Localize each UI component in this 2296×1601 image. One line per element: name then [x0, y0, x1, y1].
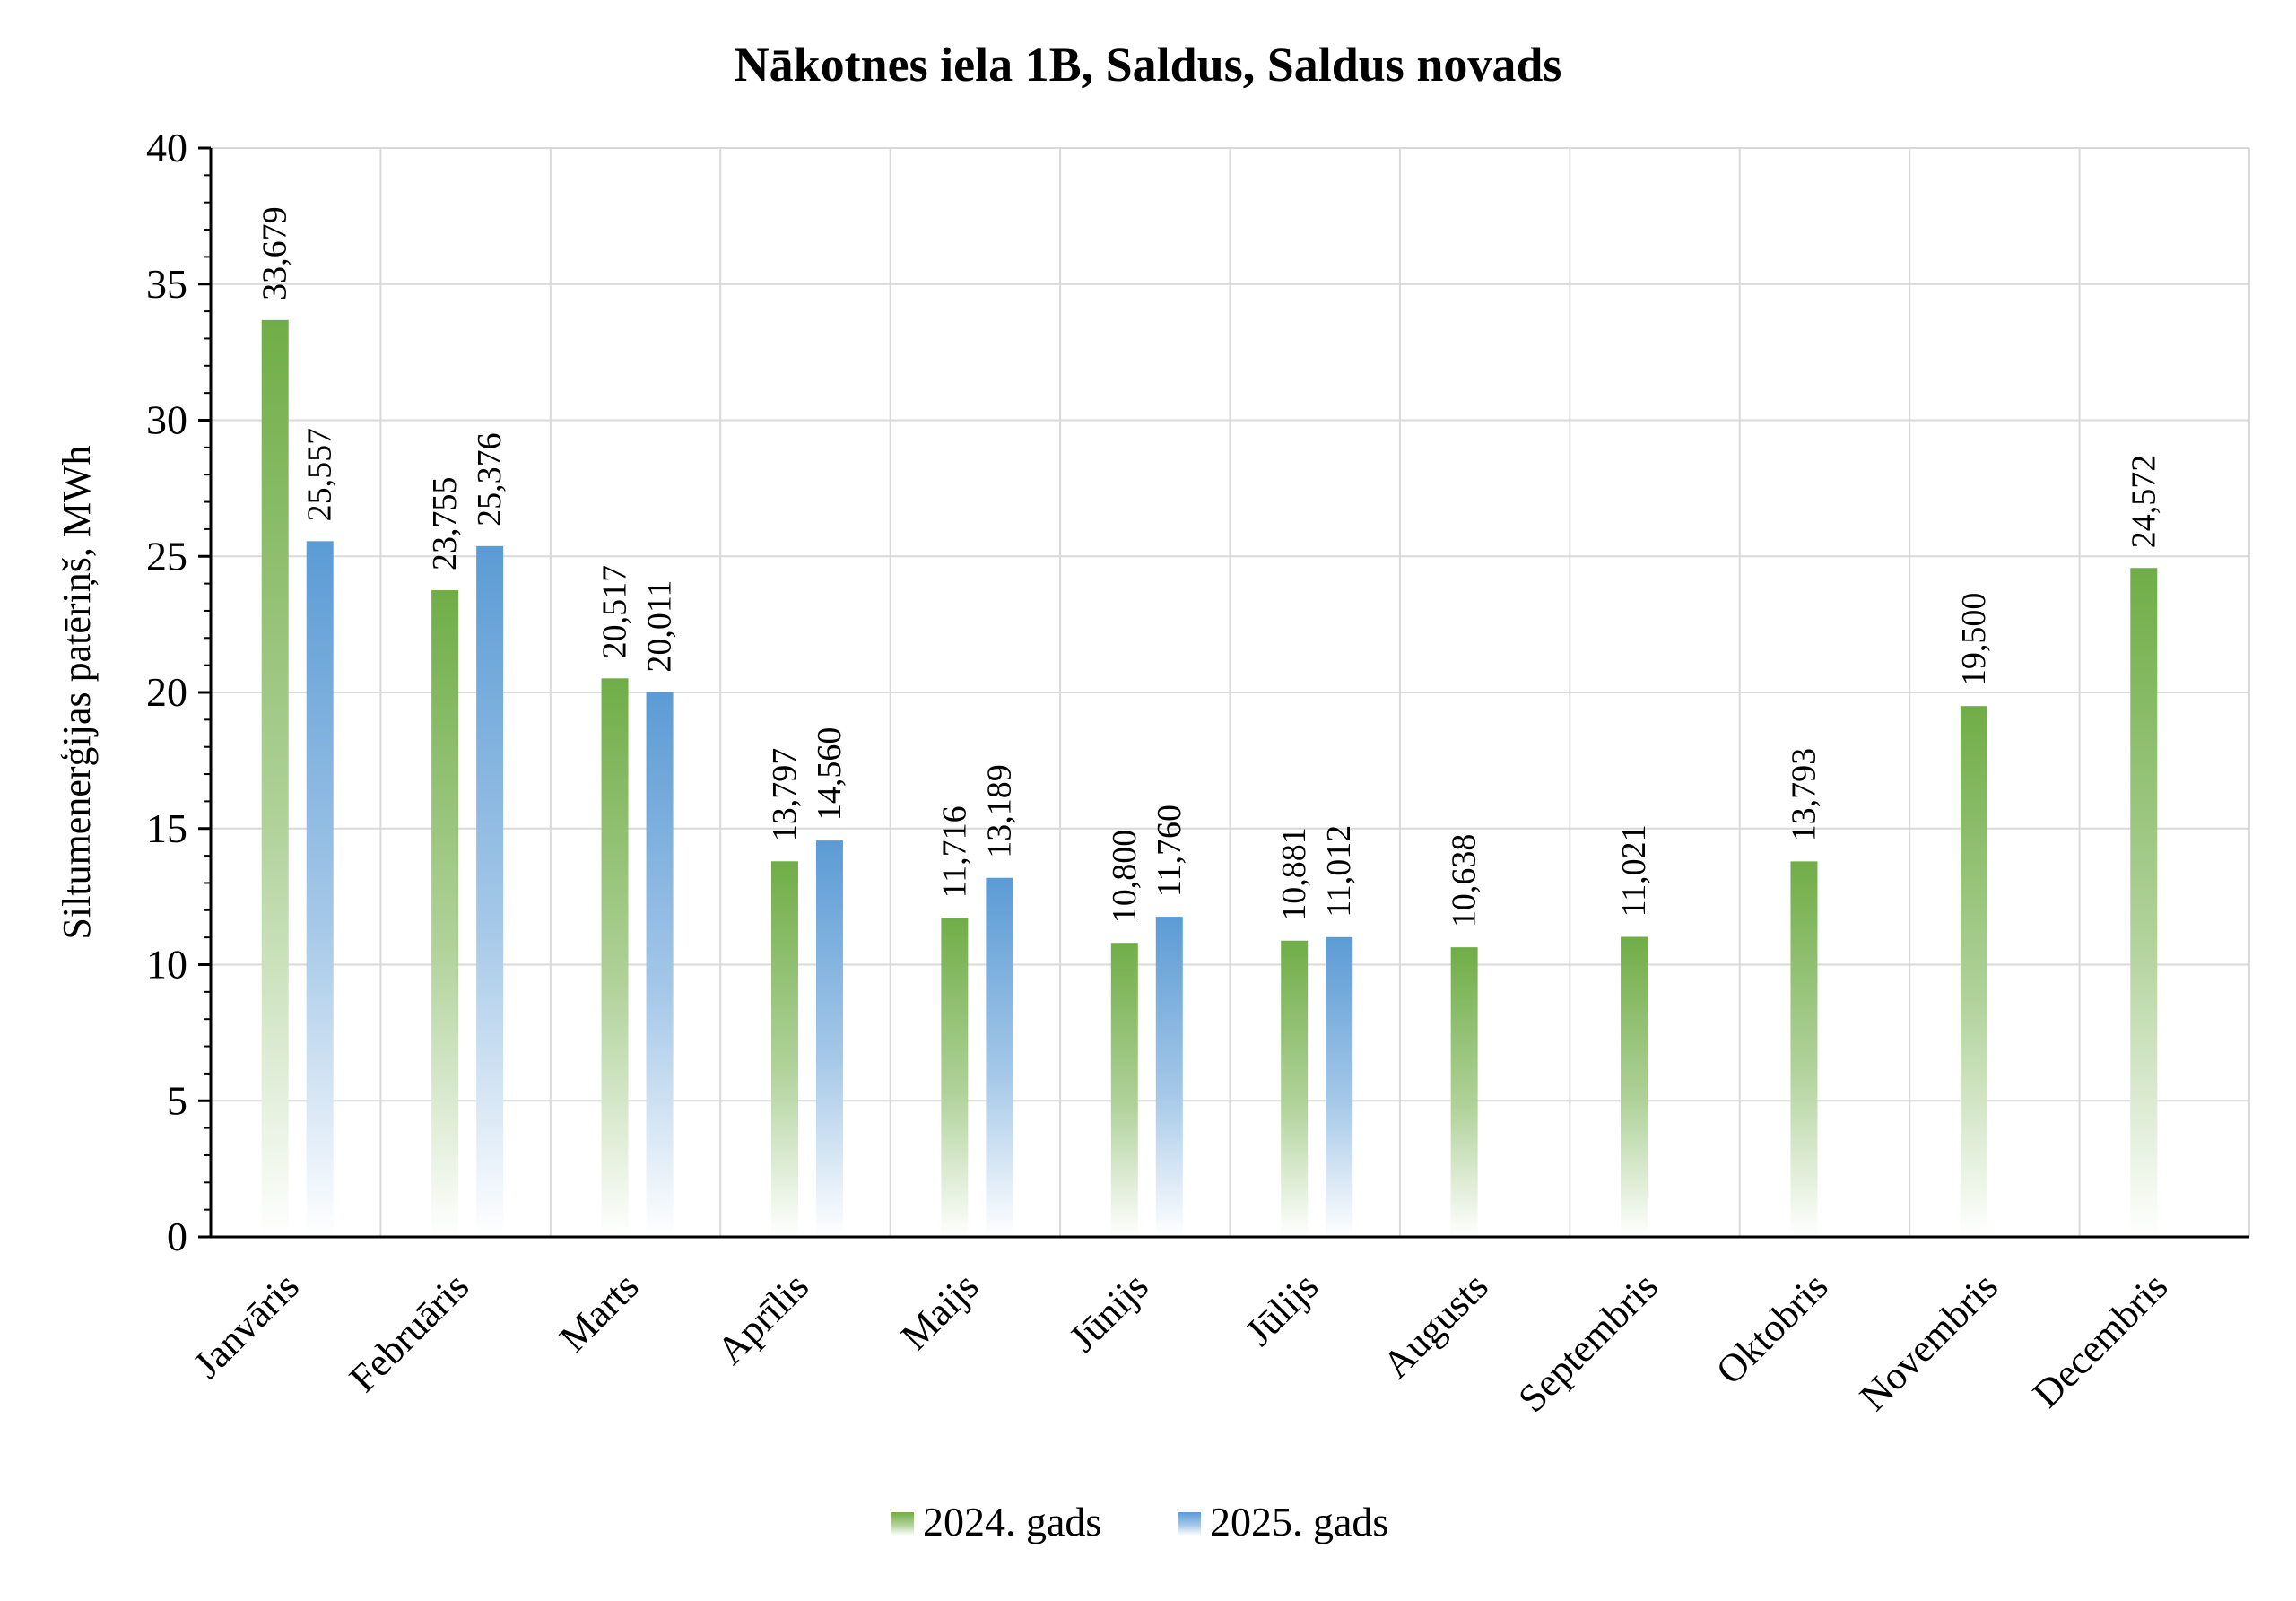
y-tick-label: 15 — [146, 805, 187, 851]
bar-series-2-3 — [815, 840, 843, 1237]
x-tick-label: Decembris — [2024, 1264, 2176, 1415]
x-tick-label: Oktobris — [1708, 1264, 1837, 1393]
chart-title: Nākotnes iela 1B, Saldus, Saldus novads — [735, 38, 1562, 91]
y-tick-label: 30 — [146, 397, 187, 443]
data-label: 10,638 — [1446, 834, 1483, 928]
bar-series-1-11 — [2130, 568, 2158, 1237]
bar-series-1-6 — [1281, 940, 1309, 1237]
x-tick-label: Aprīlis — [709, 1264, 817, 1372]
data-label: 11,012 — [1320, 825, 1358, 918]
data-label: 24,572 — [2125, 455, 2162, 549]
y-tick-label: 20 — [146, 669, 187, 715]
x-tick-label: Jūlijs — [1237, 1264, 1326, 1353]
y-tick-label: 25 — [146, 533, 187, 579]
data-label: 23,755 — [426, 477, 464, 571]
bar-series-1-2 — [601, 678, 629, 1237]
legend-label: 2024. gads — [923, 1499, 1101, 1544]
bar-series-1-9 — [1790, 861, 1818, 1237]
bars — [261, 319, 2158, 1237]
data-label: 13,189 — [980, 764, 1018, 858]
bar-series-1-4 — [941, 918, 969, 1237]
data-label: 20,011 — [641, 580, 679, 673]
data-label: 11,760 — [1151, 805, 1188, 897]
data-label: 10,881 — [1275, 827, 1313, 921]
y-tick-label: 5 — [167, 1077, 187, 1123]
data-label: 11,716 — [935, 805, 973, 898]
y-tick-label: 10 — [146, 942, 187, 988]
bar-series-2-2 — [646, 692, 674, 1237]
y-tick-label: 0 — [167, 1214, 187, 1259]
bar-series-2-5 — [1155, 917, 1183, 1237]
grid — [211, 147, 2250, 1237]
x-tick-label: Februāris — [341, 1264, 477, 1400]
y-tick-label: 35 — [146, 261, 187, 307]
data-label: 33,679 — [257, 206, 294, 300]
bar-series-2-0 — [306, 541, 334, 1237]
x-tick-label: Marts — [551, 1264, 647, 1360]
bar-series-1-8 — [1621, 936, 1648, 1237]
data-label: 10,800 — [1106, 830, 1144, 924]
axes: 0 5 10 15 20 25 30 35 40 Janvāris Februāris Marts Ap… — [146, 125, 2249, 1421]
legend: 2024. gads 2025. gads — [891, 1499, 1388, 1544]
bar-series-1-7 — [1450, 947, 1478, 1237]
bar-series-1-5 — [1110, 943, 1138, 1237]
x-tick-label: Novembris — [1851, 1264, 2006, 1419]
legend-swatch — [1178, 1512, 1201, 1536]
data-label: 13,797 — [766, 748, 804, 842]
legend-label: 2025. gads — [1210, 1499, 1388, 1544]
x-tick-label: Janvāris — [185, 1264, 308, 1387]
y-tick-label: 40 — [146, 125, 187, 170]
bar-series-1-10 — [1960, 706, 1987, 1237]
legend-swatch — [891, 1512, 914, 1536]
x-tick-label: Septembris — [1509, 1264, 1666, 1421]
data-label: 11,021 — [1615, 824, 1653, 917]
data-label: 13,793 — [1785, 748, 1822, 842]
bar-series-2-4 — [986, 877, 1013, 1237]
data-label: 25,376 — [471, 432, 509, 526]
bar-series-2-1 — [476, 545, 504, 1237]
bar-series-2-6 — [1326, 936, 1353, 1237]
bar-series-1-0 — [261, 319, 289, 1237]
data-labels: 33,679 23,755 20,517 13,797 11,716 10,800 10,8… — [257, 206, 2163, 927]
y-axis-label: Siltumenerģijas patēriņš, MWh — [55, 445, 99, 939]
bar-series-1-1 — [431, 590, 459, 1237]
bar-series-1-3 — [770, 861, 798, 1237]
x-tick-label: Jūnijs — [1061, 1264, 1157, 1360]
x-tick-label: Augusts — [1374, 1264, 1497, 1387]
data-label: 20,517 — [596, 565, 634, 659]
data-label: 25,557 — [301, 428, 339, 522]
data-label: 14,560 — [811, 727, 848, 821]
data-label: 19,500 — [1955, 593, 1993, 687]
x-tick-label: Maijs — [892, 1264, 987, 1359]
